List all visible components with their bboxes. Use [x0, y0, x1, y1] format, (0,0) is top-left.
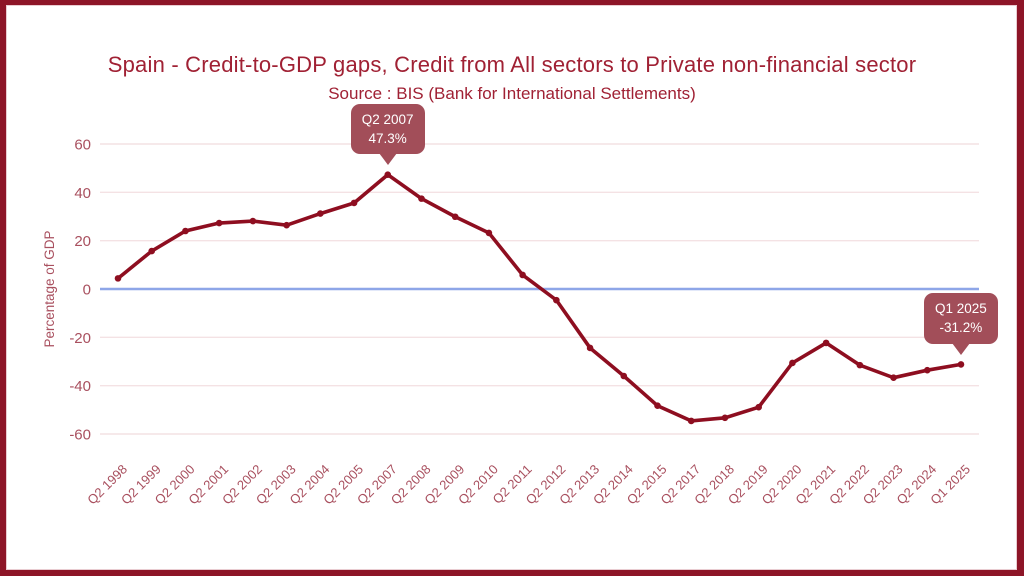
data-point-marker	[350, 199, 358, 207]
data-point-marker	[957, 361, 965, 368]
data-point-marker	[687, 417, 695, 425]
data-point-marker	[418, 195, 425, 202]
data-point-marker	[384, 171, 392, 178]
data-point-marker	[553, 296, 560, 304]
peak-annotation-callout: Q2 2007 47.3%	[350, 103, 425, 166]
data-point-marker	[519, 271, 526, 279]
data-point-marker	[654, 402, 661, 410]
data-point-marker	[148, 247, 156, 255]
chart-source-subtitle: Source : BIS (Bank for International Set…	[328, 84, 696, 103]
annotation-period-label: Q1 2025	[935, 301, 987, 317]
data-point-marker	[789, 359, 796, 367]
data-point-marker	[620, 372, 628, 380]
annotation-period-label: Q2 2007	[361, 111, 414, 127]
y-axis-tick-label: 20	[74, 233, 91, 250]
data-point-marker	[755, 403, 762, 411]
data-point-marker	[923, 366, 931, 374]
data-point-marker	[249, 217, 257, 225]
data-point-marker	[721, 414, 729, 422]
data-point-marker	[215, 219, 223, 227]
chart-title: Spain - Credit-to-GDP gaps, Credit from …	[107, 52, 917, 77]
y-axis-tick-label: -60	[69, 427, 91, 444]
annotation-value-label: -31.2%	[939, 320, 983, 336]
y-axis-title: Percentage of GDP	[42, 230, 57, 347]
data-point-marker	[856, 361, 864, 369]
data-point-marker	[890, 374, 897, 381]
data-point-marker	[182, 227, 189, 235]
data-point-marker	[114, 275, 122, 282]
y-axis-tick-label: 0	[83, 282, 91, 299]
data-point-marker	[485, 229, 493, 237]
latest-annotation-callout: Q1 2025 -31.2%	[924, 293, 998, 356]
y-axis-tick-label: 60	[74, 136, 91, 153]
data-point-marker	[283, 221, 290, 229]
data-point-marker	[822, 339, 830, 347]
y-axis-tick-label: 40	[74, 185, 91, 202]
data-point-marker	[586, 344, 594, 352]
annotation-value-label: 47.3%	[368, 130, 407, 146]
callout-tail-icon	[951, 343, 970, 356]
data-point-marker	[451, 213, 459, 221]
credit-gap-line-series	[116, 172, 963, 423]
y-axis-tick-label: -20	[69, 330, 91, 347]
y-axis-tick-label: -40	[69, 378, 91, 395]
callout-tail-icon	[378, 153, 397, 166]
data-point-marker	[317, 210, 324, 217]
